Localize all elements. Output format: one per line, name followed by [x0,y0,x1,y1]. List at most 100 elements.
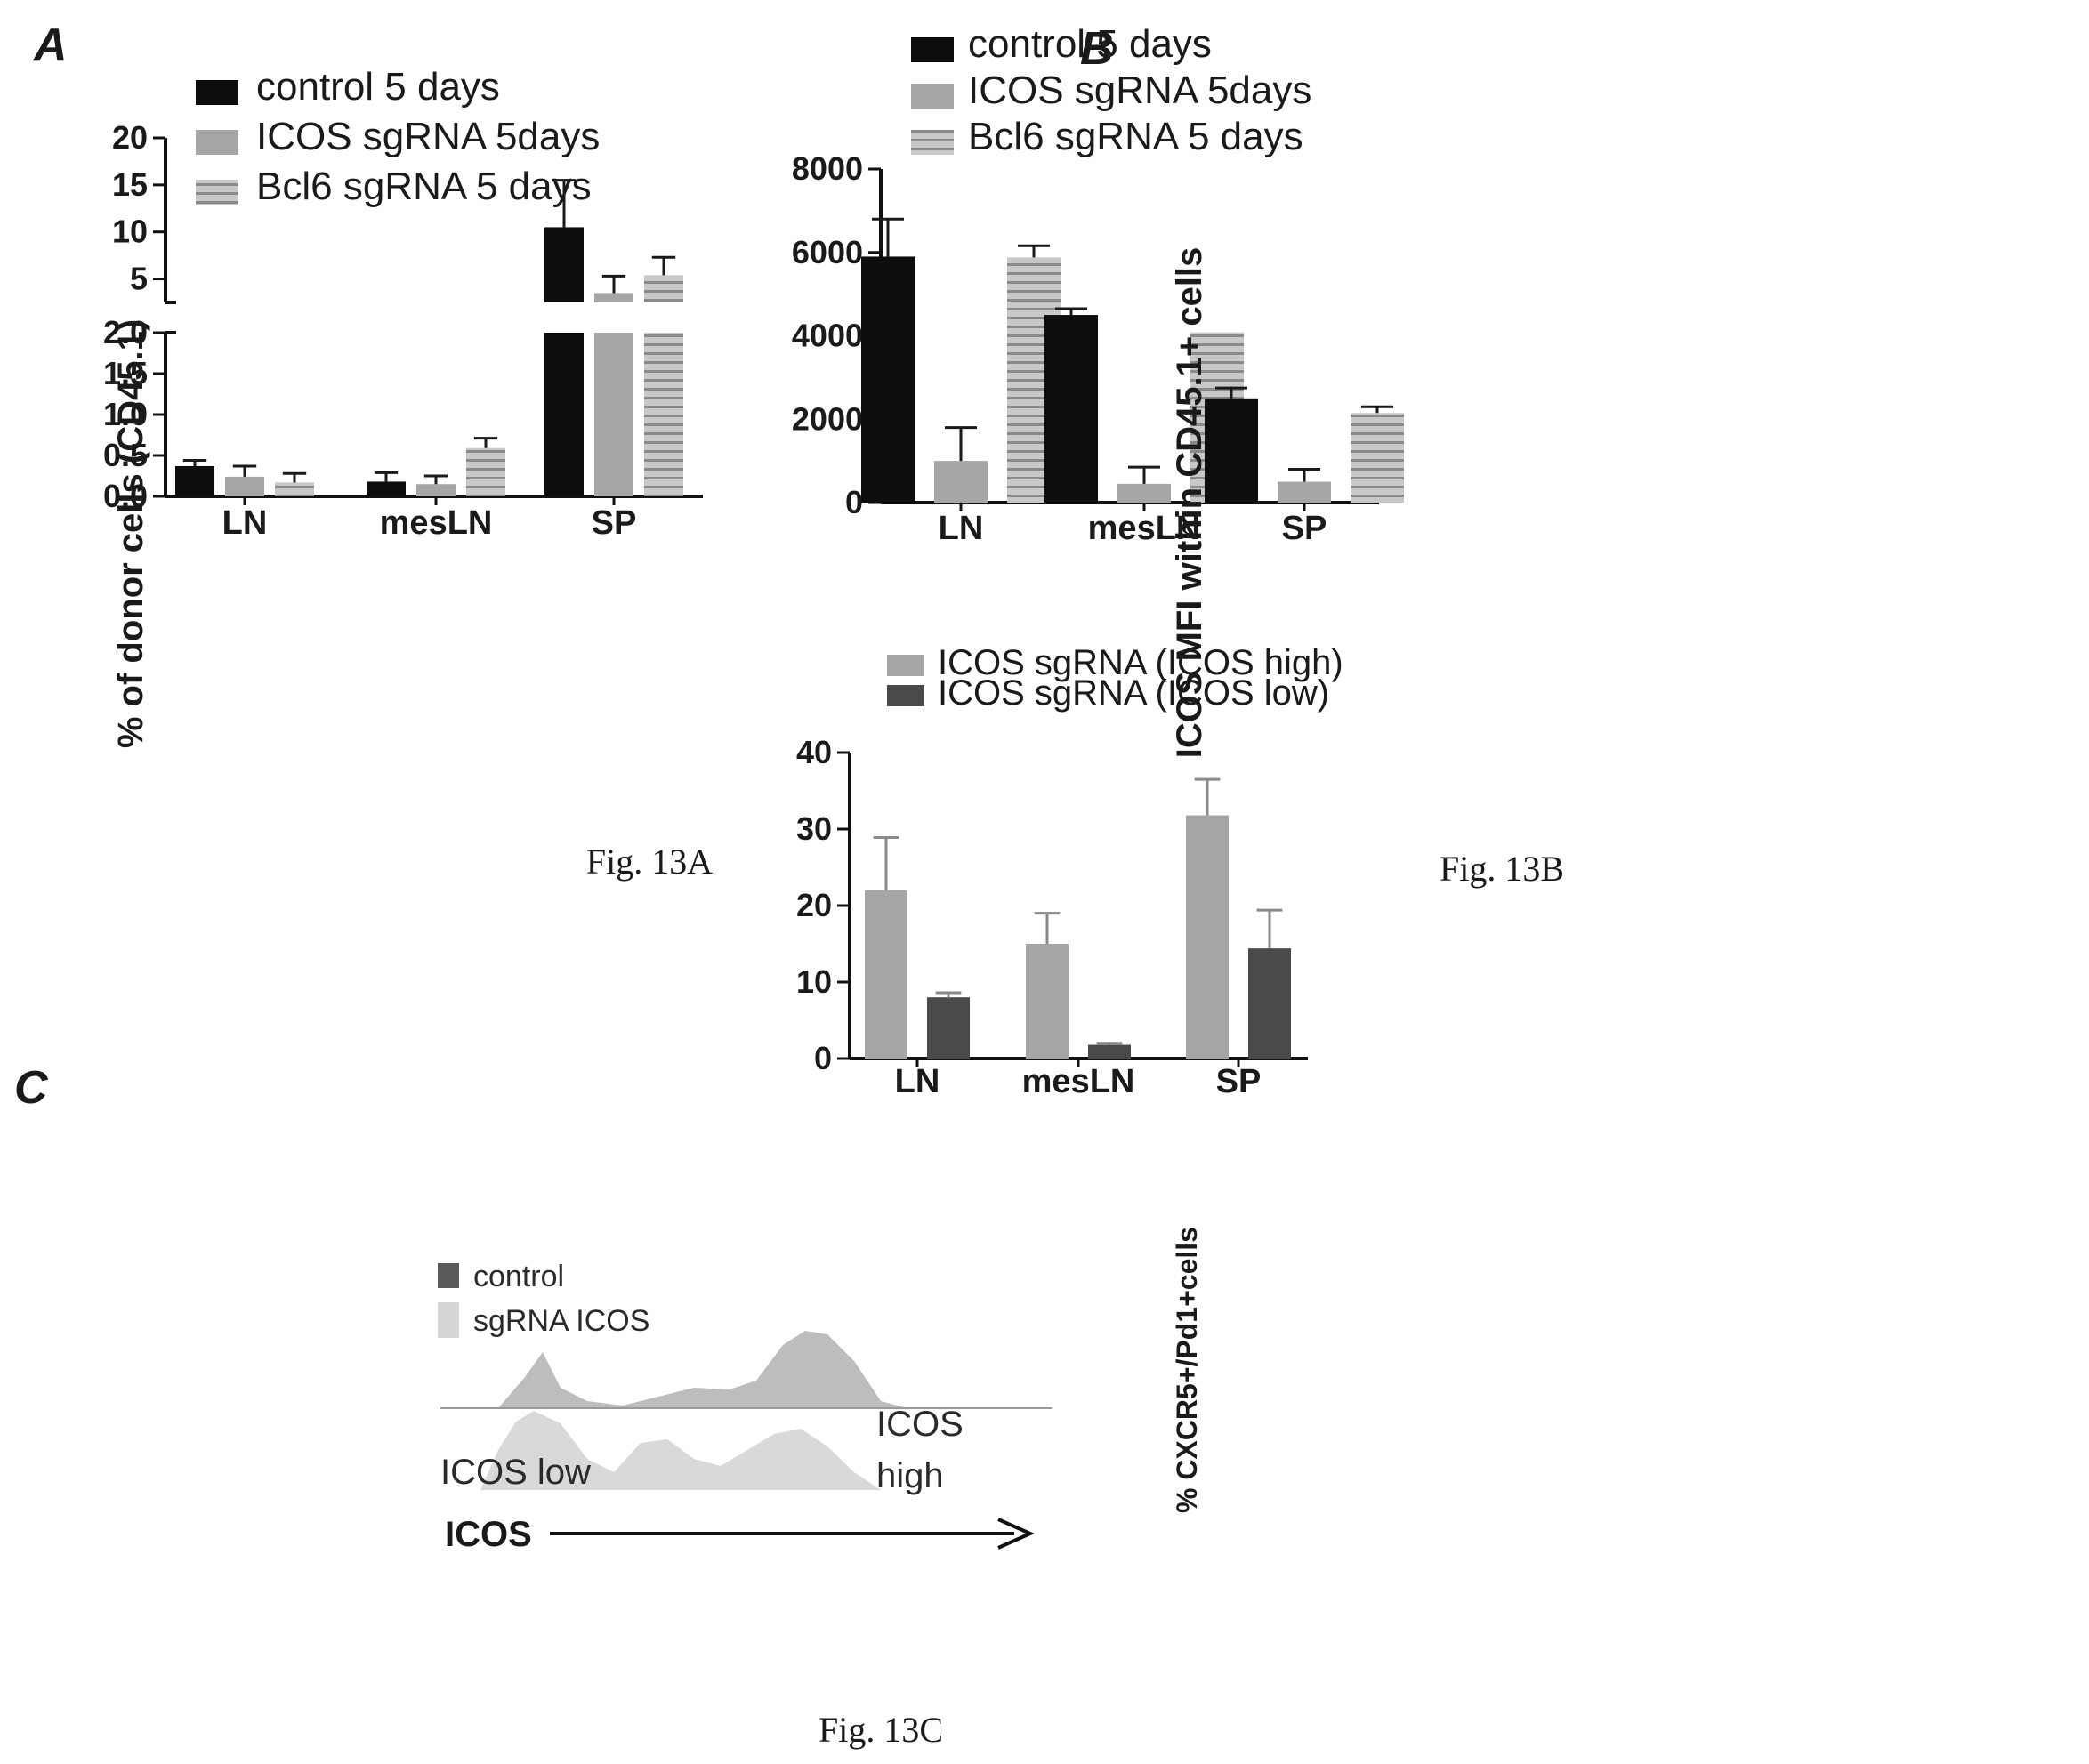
category-label-mesln: mesLN [1022,1063,1135,1100]
chart-c-legend: ICOS sgRNA (ICOS high)ICOS sgRNA (ICOS l… [887,643,1343,713]
bar-ln-control-5-days [861,256,915,503]
y-tick-label: 0 [814,1040,832,1076]
y-tick-label-lower: 1.0 [103,396,148,432]
label-icos-high-line2: high [876,1456,944,1495]
bar-mesln-icos-sgrna-5days [416,484,456,496]
category-label-sp: SP [1216,1063,1262,1100]
legend-swatch-bcl6-sgrna-5-days [911,130,954,155]
bar-sp-icos-sgrna-5days-upper [594,293,633,302]
y-tick-label-lower: 1.5 [103,355,148,391]
bar-sp-icos-sgrna-5days-lower [594,333,633,496]
legend-label-icos-sgrna-icos-low: ICOS sgRNA (ICOS low) [938,673,1329,713]
chart-a: control 5 days ICOS sgRNA 5days Bcl6 sgRNA… [103,65,703,748]
bar-sp-bcl6-sgrna-5-days-upper [644,275,683,302]
bar-mesln-control-5-days [1044,315,1098,503]
y-tick-label: 2000 [792,400,863,437]
y-tick-label-lower: 0.5 [103,437,148,473]
icos-axis-arrow-head [997,1518,1035,1550]
label-icos-high-line1: ICOS [876,1405,964,1444]
bar-sp-icos-sgrna-icos-low [1248,948,1291,1059]
legend-swatch-control [438,1263,459,1288]
bar-mesln-control-5-days [367,481,406,496]
y-tick-label-upper: 10 [112,213,148,250]
y-tick-label-upper: 5 [130,261,148,297]
legend-label-icos-sgrna-5days: ICOS sgRNA 5days [968,68,1311,112]
chart-c-ylabel: % CXCR5+/Pd1+cells [1171,1227,1203,1513]
label-icos-low: ICOS low [440,1453,591,1492]
legend-swatch-sgrna [438,1302,459,1338]
chart-c: ICOS sgRNA (ICOS high)ICOS sgRNA (ICOS l… [796,643,1343,1513]
legend-label-control-5-days: control 5 days [256,65,500,109]
bar-mesln-icos-sgrna-icos-high [1026,944,1069,1059]
bar-ln-control-5-days [175,465,214,496]
bar-ln-icos-sgrna-5days [934,461,988,503]
chart-a-bars [175,179,683,496]
legend-swatch-icos-sgrna-5days [911,84,954,109]
icos-axis-label: ICOS [445,1515,532,1554]
sgrna-histogram-curve [480,1411,881,1490]
bar-sp-control-5-days-lower [544,333,584,496]
caption-fig-13c: Fig. 13C [819,1710,943,1750]
legend-label-control: control [473,1260,564,1293]
legend-label-control-5-days: control 5 days [968,22,1212,66]
control-histogram-curve [440,1331,1052,1408]
y-tick-label: 20 [796,887,832,923]
y-tick-label: 30 [796,810,832,847]
bar-ln-icos-sgrna-icos-high [865,890,907,1059]
panel-letter-c: C [14,1062,49,1114]
category-label-mesln: mesLN [1088,510,1201,547]
panel-letter-a: A [32,20,68,71]
bar-mesln-icos-sgrna-5days [1117,483,1171,503]
legend-label-sgrna: sgRNA ICOS [473,1304,649,1338]
bar-sp-control-5-days [1205,398,1258,503]
category-label-ln: LN [939,510,984,547]
category-label-mesln: mesLN [380,504,493,542]
legend-swatch-control-5-days [196,80,238,105]
legend-label-bcl6-sgrna-5-days: Bcl6 sgRNA 5 days [968,115,1303,158]
y-tick-label-upper: 20 [112,119,148,156]
caption-fig-13a: Fig. 13A [586,842,713,882]
bar-ln-icos-sgrna-5days [225,476,264,496]
chart-a-legend: control 5 days ICOS sgRNA 5days Bcl6 sgRNA… [196,65,600,208]
panel-letter-b: B [1080,23,1114,75]
bar-sp-icos-sgrna-icos-high [1186,815,1229,1059]
chart-b-ylabel: ICOS MFI within CD45.1+ cells [1170,247,1209,759]
legend-swatch-icos-sgrna-icos-high [887,655,924,676]
bar-sp-bcl6-sgrna-5-days-lower [644,333,683,496]
y-tick-label: 10 [796,963,832,1000]
y-tick-label-lower: 0.0 [103,478,148,514]
bar-sp-icos-sgrna-5days [1278,481,1331,503]
bar-sp-bcl6-sgrna-5-days [1351,413,1404,503]
chart-c-bars [865,777,1291,1059]
legend-swatch-icos-sgrna-icos-low [887,685,924,706]
legend-label-icos-sgrna-5days: ICOS sgRNA 5days [256,115,600,158]
category-label-ln: LN [222,504,268,542]
chart-a-axes: 0.0 0.5 1.0 1.5 2.0 5 10 15 20 LN mesLN SP [103,119,703,542]
caption-fig-13b: Fig. 13B [1440,849,1564,889]
y-tick-label: 0 [845,484,863,520]
chart-a-ylabel: % of donor cells (CD45.1) [111,319,150,748]
bar-mesln-bcl6-sgrna-5-days [466,447,505,496]
y-tick-label: 6000 [792,234,863,270]
y-tick-label-lower: 2.0 [103,314,148,350]
chart-b-bars [861,217,1404,503]
legend-swatch-control-5-days [911,37,954,62]
bar-ln-icos-sgrna-icos-low [927,997,970,1059]
bar-mesln-icos-sgrna-icos-low [1088,1044,1131,1059]
y-tick-label: 8000 [792,150,863,187]
y-tick-label: 40 [796,734,832,770]
bar-sp-control-5-days-upper [544,227,584,302]
category-label-sp: SP [1282,510,1327,547]
legend-label-bcl6-sgrna-5-days: Bcl6 sgRNA 5 days [256,165,592,208]
legend-swatch-icos-sgrna-5days [196,130,238,155]
legend-label-icos-sgrna-icos-high: ICOS sgRNA (ICOS high) [938,643,1343,682]
icos-histogram: control sgRNA ICOS ICOS low ICOS high IC… [438,1260,1052,1554]
y-tick-label: 4000 [792,318,863,354]
category-label-sp: SP [592,504,637,542]
legend-swatch-bcl6-sgrna-5-days [196,180,238,205]
category-label-ln: LN [895,1063,940,1100]
bar-ln-bcl6-sgrna-5-days [275,482,314,496]
